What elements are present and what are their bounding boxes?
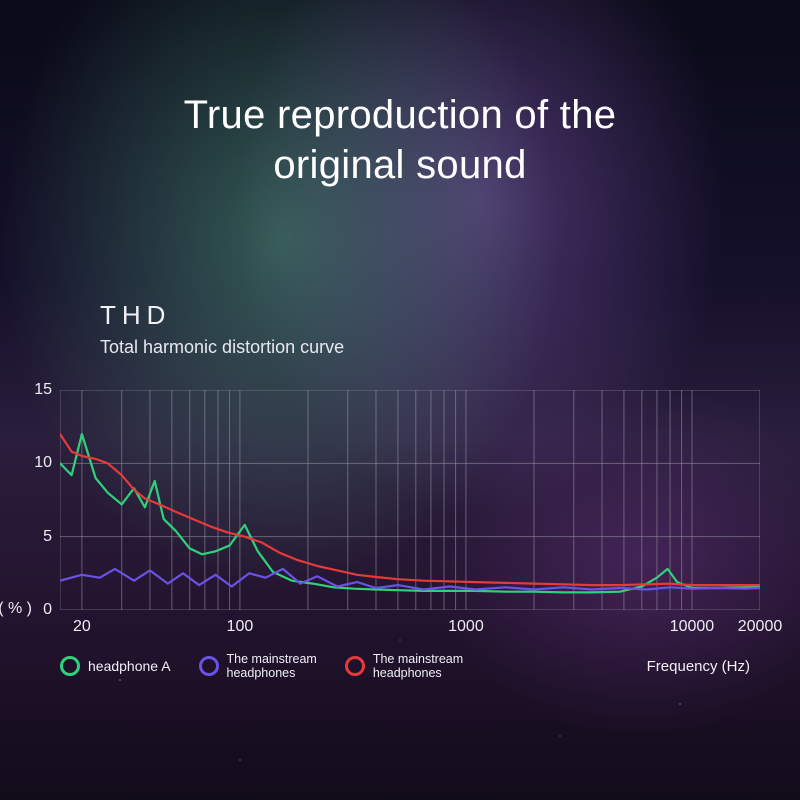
x-axis-title: Frequency (Hz) bbox=[647, 658, 760, 675]
thd-chart: 051015( % ) 2010010001000020000 headphon… bbox=[60, 390, 760, 700]
swatch-mainstream-red bbox=[345, 656, 365, 676]
headline-line1: True reproduction of the bbox=[184, 93, 617, 137]
legend-item-mainstream-red: The mainstream headphones bbox=[345, 652, 463, 681]
legend-item-mainstream-purple: The mainstream headphones bbox=[199, 652, 317, 681]
chart-legend: headphone A The mainstream headphones Th… bbox=[60, 652, 760, 681]
headline-line2: original sound bbox=[273, 143, 526, 187]
swatch-headphoneA bbox=[60, 656, 80, 676]
chart-title: THD bbox=[100, 300, 344, 331]
legend-label-mainstream-purple: The mainstream headphones bbox=[227, 652, 317, 681]
legend-label-headphoneA: headphone A bbox=[88, 658, 171, 674]
headline: True reproduction of the original sound bbox=[0, 90, 800, 190]
swatch-mainstream-purple bbox=[199, 656, 219, 676]
chart-titles: THD Total harmonic distortion curve bbox=[100, 300, 344, 358]
chart-subtitle: Total harmonic distortion curve bbox=[100, 337, 344, 358]
legend-label-mainstream-red: The mainstream headphones bbox=[373, 652, 463, 681]
infographic: True reproduction of the original sound … bbox=[0, 0, 800, 800]
chart-series bbox=[60, 390, 760, 610]
legend-item-headphoneA: headphone A bbox=[60, 656, 171, 676]
